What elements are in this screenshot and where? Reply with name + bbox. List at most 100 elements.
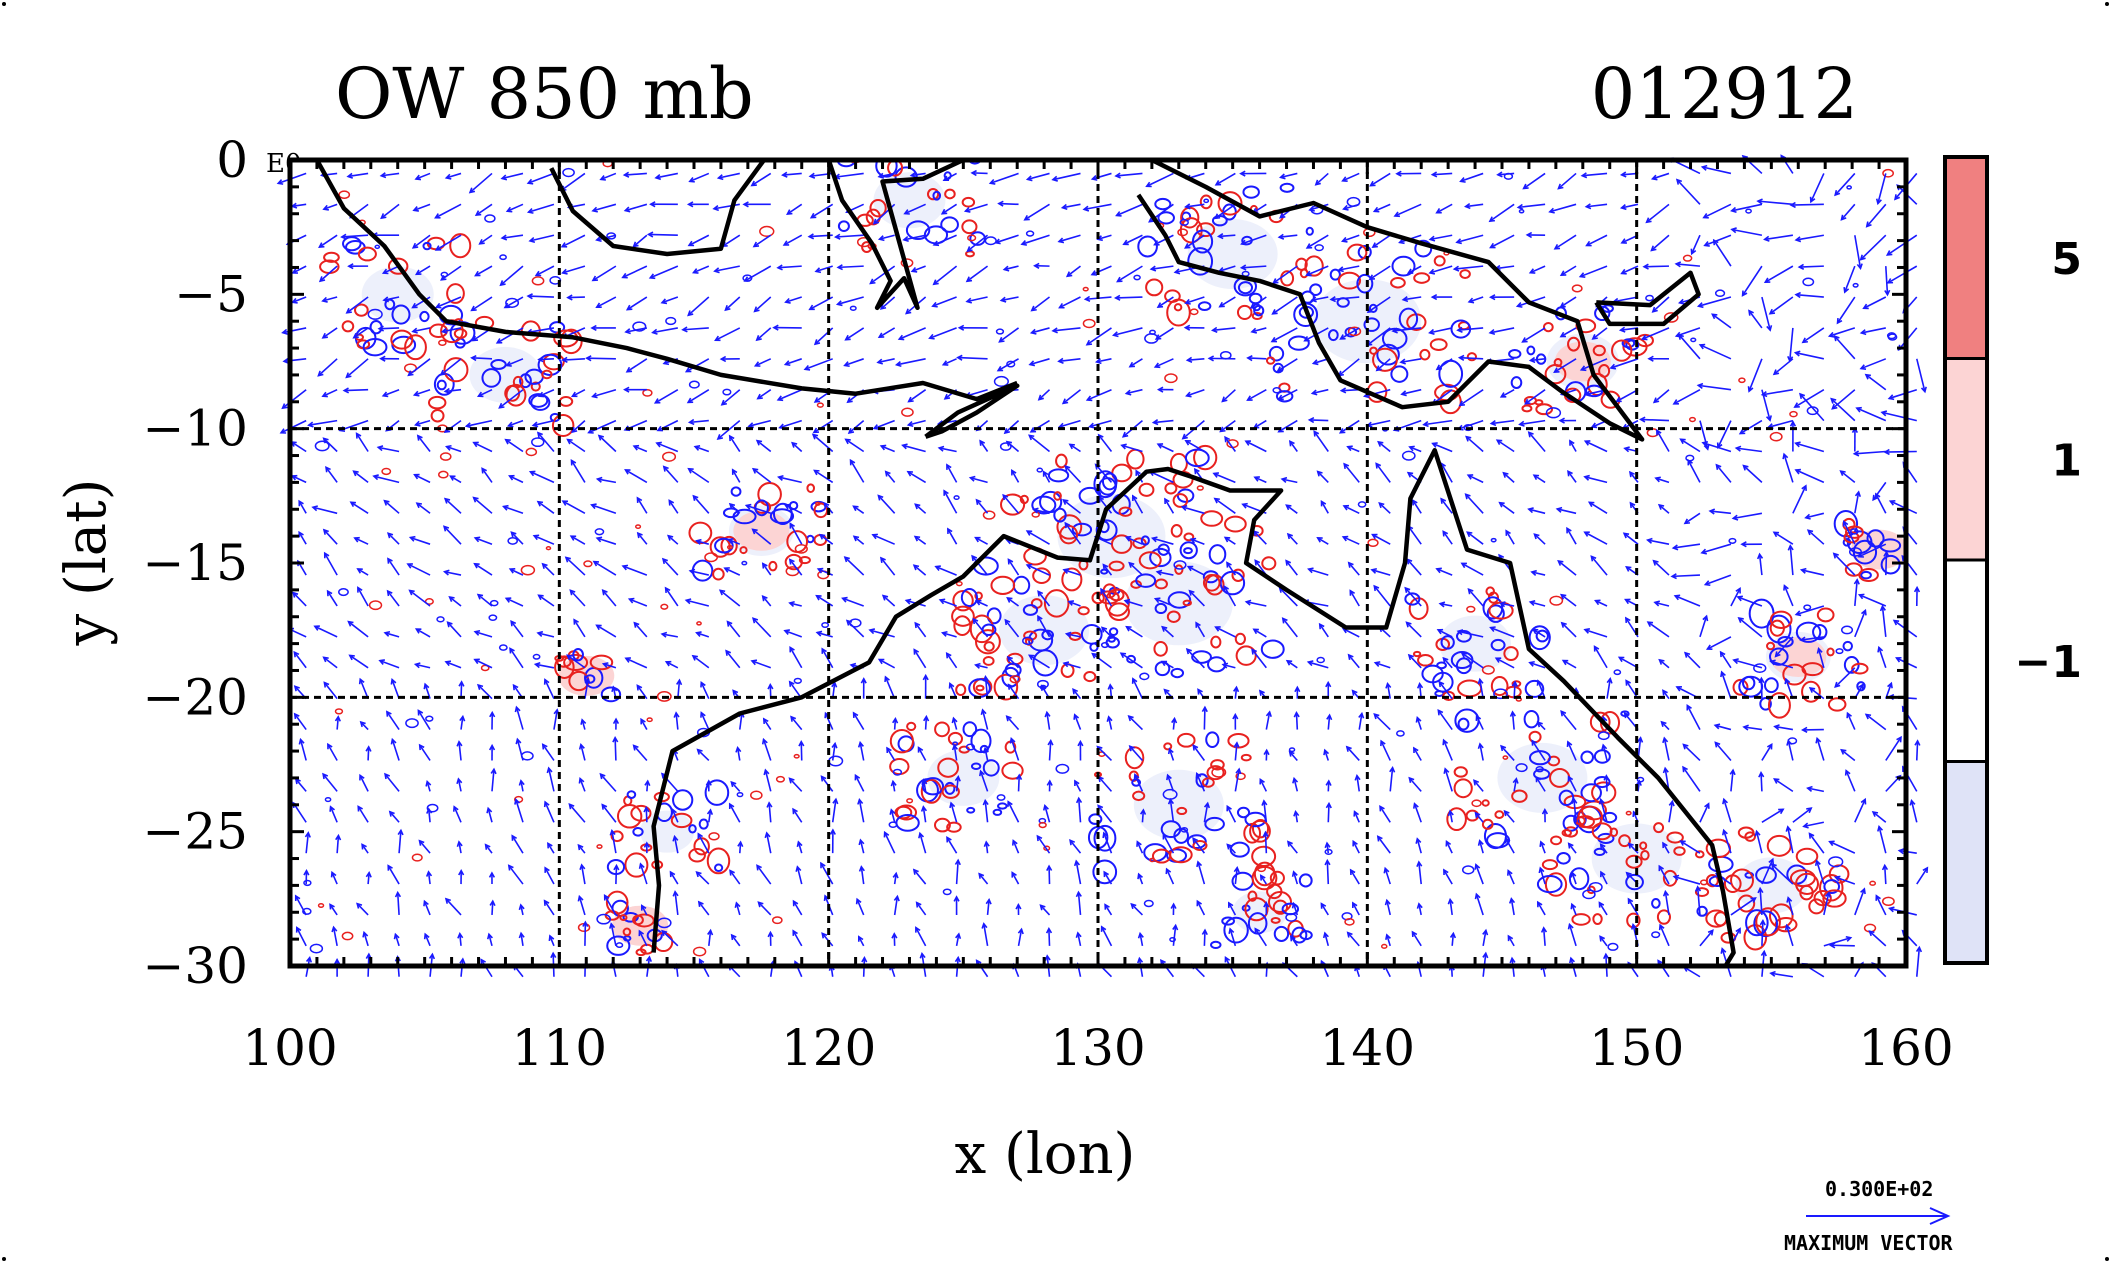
wind-vector-head bbox=[1124, 389, 1132, 396]
wind-vector bbox=[1376, 358, 1391, 371]
wind-vector bbox=[1367, 419, 1391, 427]
wind-vector-head bbox=[1107, 683, 1114, 690]
wind-vector bbox=[533, 534, 555, 545]
wind-vector bbox=[1026, 530, 1050, 545]
wind-vector bbox=[1438, 681, 1453, 700]
wind-vector bbox=[1595, 599, 1608, 607]
wind-vector-head bbox=[1840, 748, 1847, 755]
wind-vector-head bbox=[1567, 469, 1573, 477]
x-tick-label: 150 bbox=[1589, 1019, 1684, 1077]
wind-vector bbox=[1523, 172, 1546, 190]
wind-vector-head bbox=[595, 302, 602, 309]
wind-vector-head bbox=[476, 593, 484, 600]
wind-vector bbox=[1794, 389, 1825, 408]
wind-vector-head bbox=[1541, 808, 1549, 815]
wind-vector bbox=[1490, 234, 1515, 249]
wind-vector-head bbox=[1438, 680, 1445, 688]
wind-vector bbox=[491, 901, 494, 915]
wind-vector bbox=[591, 504, 617, 515]
wind-vector-head bbox=[1708, 508, 1716, 515]
wind-vector-head bbox=[1416, 860, 1423, 867]
wind-vector-head bbox=[1213, 497, 1220, 504]
wind-vector bbox=[1475, 864, 1484, 885]
wind-vector-head bbox=[1119, 652, 1127, 659]
wind-vector-head bbox=[381, 391, 389, 398]
wind-vector bbox=[848, 419, 865, 434]
wind-vector-head bbox=[1324, 858, 1331, 866]
ow-contour bbox=[982, 759, 1000, 777]
ow-contour bbox=[1846, 185, 1853, 190]
ow-contour bbox=[941, 784, 960, 799]
ow-contour bbox=[1236, 304, 1253, 320]
wind-vector bbox=[1522, 327, 1546, 343]
wind-vector bbox=[1887, 265, 1918, 284]
wind-vector-head bbox=[1320, 902, 1327, 909]
wind-vector-head bbox=[1345, 745, 1352, 752]
ow-contour bbox=[906, 798, 914, 804]
wind-vector-head bbox=[543, 800, 550, 808]
ow-contour bbox=[901, 407, 914, 417]
wind-vector-head bbox=[1499, 601, 1506, 608]
wind-vector-head bbox=[1782, 452, 1789, 460]
wind-vector bbox=[687, 296, 710, 316]
wind-vector-head bbox=[582, 920, 589, 927]
wind-vector-head bbox=[1104, 903, 1110, 910]
wind-vector bbox=[663, 466, 679, 483]
wind-vector bbox=[1787, 740, 1794, 761]
wind-vector bbox=[1680, 438, 1701, 453]
ow-contour bbox=[1202, 574, 1221, 592]
wind-vector-head bbox=[1856, 263, 1863, 271]
wind-vector-head bbox=[807, 233, 815, 240]
wind-vector bbox=[625, 327, 648, 333]
wind-vector bbox=[1058, 358, 1081, 363]
ow-contour bbox=[1582, 889, 1596, 900]
wind-vector-head bbox=[1075, 931, 1082, 938]
wind-vector-head bbox=[1625, 616, 1631, 624]
wind-vector-head bbox=[1096, 235, 1103, 242]
wind-vector bbox=[610, 923, 617, 947]
wind-vector-head bbox=[591, 206, 598, 213]
wind-vector bbox=[503, 505, 524, 515]
wind-vector bbox=[946, 837, 958, 854]
ow-contour bbox=[1528, 750, 1551, 766]
wind-vector-head bbox=[502, 504, 509, 511]
wind-vector bbox=[1529, 661, 1546, 669]
wind-vector bbox=[481, 468, 493, 483]
ow-contour bbox=[532, 653, 541, 660]
ow-contour bbox=[750, 790, 763, 800]
wind-vector-head bbox=[1337, 266, 1344, 273]
wind-vector-head bbox=[500, 174, 508, 181]
wind-vector bbox=[413, 203, 431, 212]
wind-vector bbox=[796, 866, 803, 885]
ow-contour bbox=[1446, 807, 1467, 832]
wind-vector bbox=[386, 711, 400, 731]
wind-vector bbox=[1253, 530, 1267, 545]
wind-vector bbox=[447, 621, 462, 638]
wind-vector bbox=[955, 776, 960, 792]
ow-contour bbox=[869, 198, 887, 218]
wind-vector bbox=[1770, 972, 1794, 978]
wind-vector bbox=[1799, 265, 1824, 268]
ow-contour bbox=[1651, 897, 1661, 909]
wind-vector-head bbox=[684, 598, 692, 605]
wind-vector bbox=[292, 296, 307, 304]
wind-vector bbox=[560, 172, 586, 192]
wind-vector bbox=[1394, 203, 1422, 217]
wind-vector-head bbox=[1741, 290, 1748, 297]
wind-vector bbox=[1495, 657, 1515, 669]
ow-contour bbox=[821, 621, 830, 629]
wind-vector-head bbox=[909, 171, 917, 178]
ow-contour bbox=[1299, 930, 1313, 941]
wind-vector bbox=[852, 712, 865, 730]
wind-vector-head bbox=[940, 630, 948, 637]
ow-contour bbox=[1138, 482, 1155, 497]
wind-vector-head bbox=[484, 843, 491, 850]
wind-vector bbox=[1449, 899, 1453, 916]
corner-dot bbox=[2105, 1257, 2109, 1261]
wind-vector bbox=[1007, 656, 1020, 669]
wind-vector bbox=[359, 678, 369, 699]
ow-contour bbox=[1023, 630, 1038, 641]
ow-contour bbox=[1852, 282, 1859, 288]
wind-vector-head bbox=[660, 631, 668, 638]
wind-vector bbox=[1741, 265, 1763, 296]
